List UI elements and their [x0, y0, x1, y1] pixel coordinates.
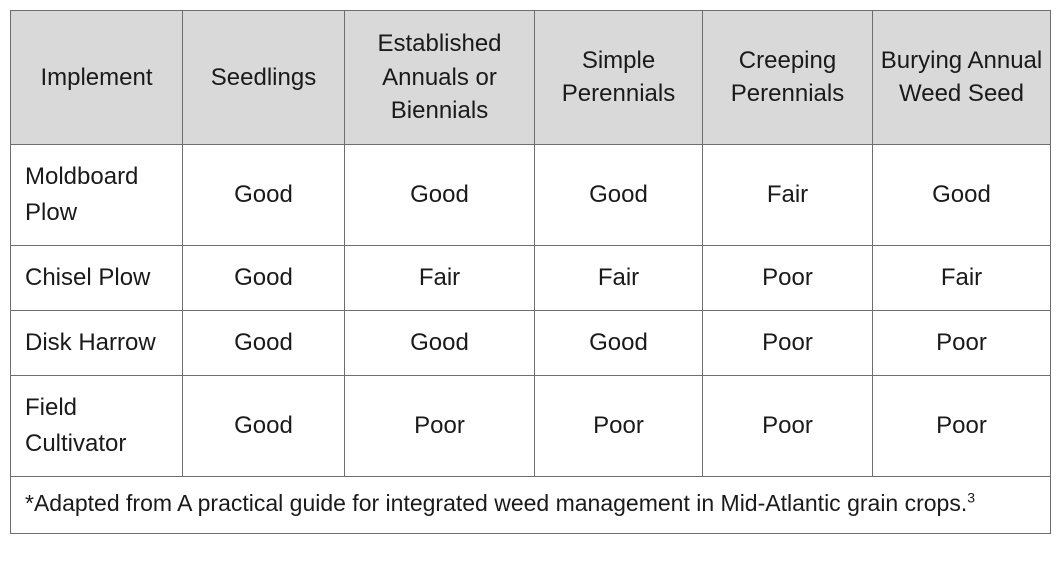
- cell-value: Good: [183, 310, 345, 375]
- row-label: Chisel Plow: [11, 245, 183, 310]
- cell-value: Good: [873, 144, 1051, 245]
- row-label: Moldboard Plow: [11, 144, 183, 245]
- table-row: Chisel Plow Good Fair Fair Poor Fair: [11, 245, 1051, 310]
- table-header-row: Implement Seedlings Established Annuals …: [11, 11, 1051, 145]
- cell-value: Fair: [703, 144, 873, 245]
- table-row: Moldboard Plow Good Good Good Fair Good: [11, 144, 1051, 245]
- cell-value: Poor: [703, 375, 873, 476]
- cell-value: Good: [535, 310, 703, 375]
- cell-value: Good: [183, 245, 345, 310]
- table-row: Disk Harrow Good Good Good Poor Poor: [11, 310, 1051, 375]
- cell-value: Fair: [873, 245, 1051, 310]
- cell-value: Good: [183, 144, 345, 245]
- table-row: Field Cultivator Good Poor Poor Poor Poo…: [11, 375, 1051, 476]
- table-body: Moldboard Plow Good Good Good Fair Good …: [11, 144, 1051, 533]
- row-label: Disk Harrow: [11, 310, 183, 375]
- footnote-text: *Adapted from A practical guide for inte…: [25, 490, 967, 516]
- implement-effectiveness-table: Implement Seedlings Established Annuals …: [10, 10, 1051, 534]
- col-header-simple-perennials: Simple Perennials: [535, 11, 703, 145]
- footnote-superscript: 3: [967, 489, 975, 505]
- col-header-implement: Implement: [11, 11, 183, 145]
- cell-value: Good: [183, 375, 345, 476]
- cell-value: Good: [345, 144, 535, 245]
- row-label: Field Cultivator: [11, 375, 183, 476]
- cell-value: Good: [345, 310, 535, 375]
- col-header-creeping-perennials: Creeping Perennials: [703, 11, 873, 145]
- table-footnote: *Adapted from A practical guide for inte…: [11, 476, 1051, 533]
- cell-value: Fair: [535, 245, 703, 310]
- cell-value: Poor: [873, 375, 1051, 476]
- cell-value: Poor: [345, 375, 535, 476]
- cell-value: Poor: [703, 245, 873, 310]
- cell-value: Fair: [345, 245, 535, 310]
- col-header-established: Established Annuals or Biennials: [345, 11, 535, 145]
- table-footnote-row: *Adapted from A practical guide for inte…: [11, 476, 1051, 533]
- cell-value: Poor: [873, 310, 1051, 375]
- cell-value: Good: [535, 144, 703, 245]
- col-header-seedlings: Seedlings: [183, 11, 345, 145]
- col-header-burying-seed: Burying Annual Weed Seed: [873, 11, 1051, 145]
- cell-value: Poor: [535, 375, 703, 476]
- cell-value: Poor: [703, 310, 873, 375]
